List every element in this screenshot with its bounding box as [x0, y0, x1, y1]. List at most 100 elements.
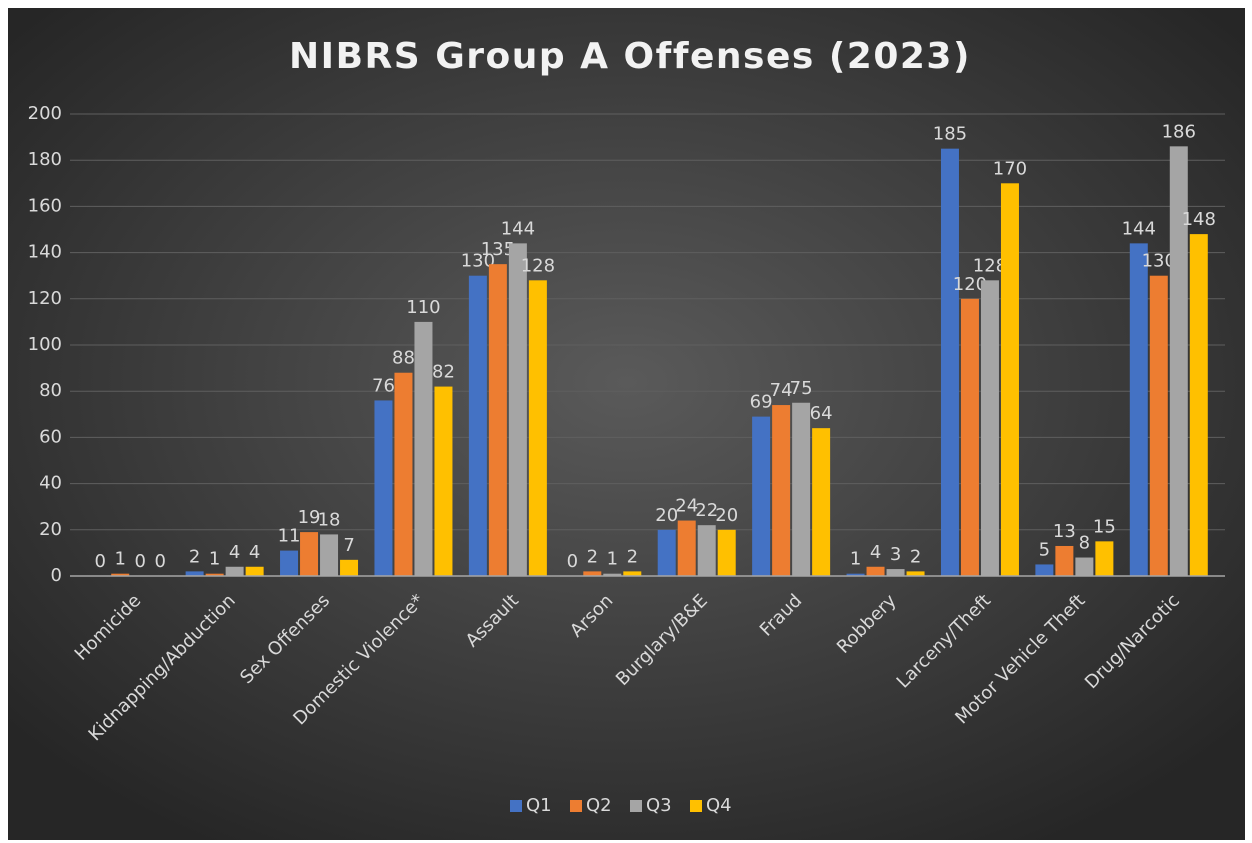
bar: [528, 280, 547, 576]
bar: [960, 298, 979, 576]
bar: [1095, 541, 1114, 576]
data-label: 82: [432, 362, 455, 383]
bar: [697, 525, 716, 576]
data-label: 4: [870, 542, 881, 563]
data-label: 74: [770, 380, 793, 401]
data-label: 5: [1039, 539, 1050, 560]
data-label: 19: [298, 507, 321, 528]
data-label: 186: [1162, 121, 1196, 142]
data-label: 4: [229, 542, 240, 563]
data-label: 7: [343, 535, 354, 556]
data-label: 8: [1079, 533, 1090, 554]
data-label: 2: [189, 546, 200, 567]
bar: [1189, 234, 1208, 576]
bar: [906, 571, 925, 576]
bar: [225, 566, 244, 576]
y-tick-label: 140: [28, 242, 62, 263]
bar: [1055, 545, 1074, 576]
bar: [414, 321, 433, 576]
data-label: 148: [1182, 209, 1216, 230]
data-label: 120: [953, 274, 987, 295]
bar: [886, 569, 905, 576]
data-label: 4: [249, 542, 260, 563]
bar: [980, 280, 999, 576]
data-label: 128: [973, 255, 1007, 276]
data-label: 22: [695, 500, 718, 521]
y-tick-label: 200: [28, 103, 62, 124]
data-label: 3: [890, 544, 901, 565]
data-label: 144: [1122, 218, 1156, 239]
data-label: 130: [1142, 251, 1176, 272]
data-label: 1: [114, 549, 125, 570]
bar: [623, 571, 642, 576]
data-label: 1: [209, 549, 220, 570]
bar: [1169, 146, 1188, 576]
bar: [508, 243, 527, 577]
bar: [1075, 557, 1094, 576]
data-label: 0: [94, 551, 105, 572]
bar: [1000, 183, 1019, 577]
data-label: 75: [790, 378, 813, 399]
legend-label: Q2: [586, 795, 612, 816]
bar: [111, 573, 130, 576]
bar: [940, 148, 959, 576]
bar: [394, 372, 413, 576]
data-label: 128: [521, 255, 555, 276]
data-label: 69: [750, 392, 773, 413]
bar: [792, 402, 811, 576]
bar: [488, 264, 507, 576]
chart-title: NIBRS Group A Offenses (2023): [289, 36, 971, 77]
bar: [717, 529, 736, 576]
data-label: 110: [406, 297, 440, 318]
bar: [468, 275, 487, 576]
data-label: 76: [372, 375, 395, 396]
y-tick-label: 100: [28, 334, 62, 355]
y-tick-label: 60: [39, 426, 62, 447]
legend-swatch: [690, 800, 702, 812]
bar: [752, 416, 771, 576]
data-label: 0: [567, 551, 578, 572]
data-label: 64: [810, 403, 833, 424]
bar: [374, 400, 393, 576]
data-label: 13: [1053, 521, 1076, 542]
data-label: 135: [481, 239, 515, 260]
bar: [846, 573, 865, 576]
bar: [603, 573, 622, 576]
bar: [320, 534, 339, 576]
data-label: 1: [850, 549, 861, 570]
bar: [245, 566, 264, 576]
data-label: 185: [933, 124, 967, 145]
y-tick-label: 0: [51, 565, 62, 586]
data-label: 2: [627, 546, 638, 567]
bar: [1129, 243, 1148, 577]
bar: [1035, 564, 1054, 576]
data-label: 0: [154, 551, 165, 572]
legend-label: Q4: [706, 795, 732, 816]
legend-label: Q1: [526, 795, 552, 816]
bar: [657, 529, 676, 576]
legend-swatch: [630, 800, 642, 812]
bar: [280, 550, 299, 576]
data-label: 1: [607, 549, 618, 570]
bar: [772, 405, 791, 576]
data-label: 15: [1093, 516, 1116, 537]
data-label: 2: [587, 546, 598, 567]
data-label: 88: [392, 348, 415, 369]
legend-swatch: [570, 800, 582, 812]
data-label: 11: [278, 526, 301, 547]
y-tick-label: 160: [28, 195, 62, 216]
data-label: 0: [134, 551, 145, 572]
bar: [185, 571, 204, 576]
data-label: 130: [461, 251, 495, 272]
bar: [812, 428, 831, 576]
bar: [583, 571, 602, 576]
data-label: 20: [655, 505, 678, 526]
data-label: 20: [715, 505, 738, 526]
bar: [205, 573, 224, 576]
data-label: 18: [318, 509, 341, 530]
y-tick-label: 80: [39, 380, 62, 401]
bar: [434, 386, 453, 576]
y-tick-label: 20: [39, 519, 62, 540]
